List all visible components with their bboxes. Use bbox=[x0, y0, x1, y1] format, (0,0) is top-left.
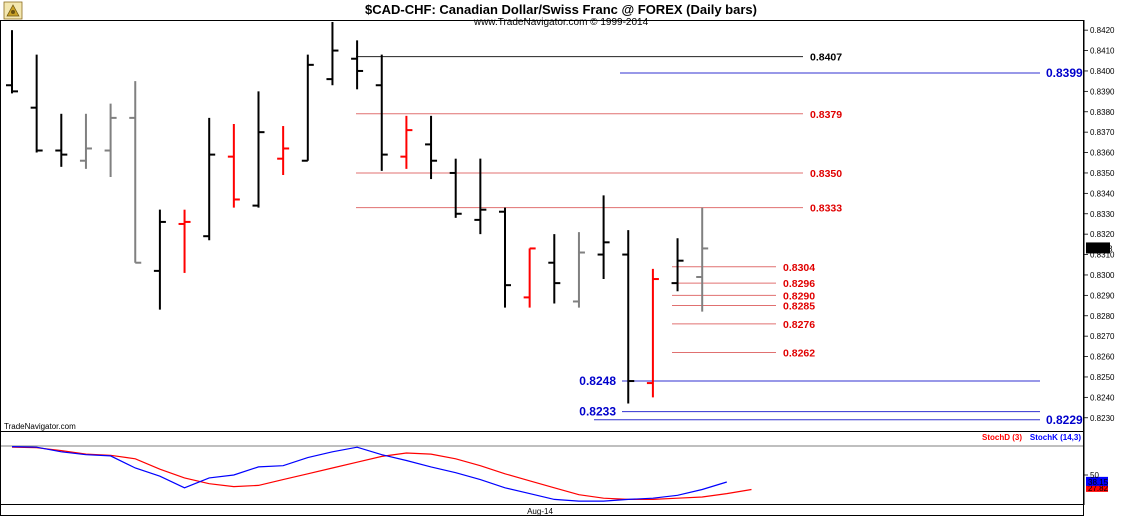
y-tick-label: 0.8380 bbox=[1090, 108, 1115, 117]
level-label: 0.8304 bbox=[783, 262, 815, 274]
ohlc-bar bbox=[696, 207, 709, 312]
level-label: 0.8350 bbox=[810, 168, 842, 180]
stoch-series-line bbox=[11, 446, 727, 502]
ohlc-bar bbox=[301, 54, 314, 162]
price-axis bbox=[1084, 20, 1121, 516]
y-tick-label: 0.8350 bbox=[1090, 169, 1115, 178]
y-tick-label: 0.8420 bbox=[1090, 26, 1115, 35]
chart-subtitle: www.TradeNavigator.com © 1999-2014 bbox=[473, 17, 649, 28]
ohlc-bar bbox=[79, 113, 92, 169]
ohlc-bar bbox=[499, 207, 511, 308]
level-label: 0.8296 bbox=[783, 278, 815, 290]
price-panel bbox=[0, 20, 1084, 432]
ohlc-bar bbox=[326, 22, 339, 86]
last-price-box bbox=[1086, 242, 1110, 254]
trade-navigator-logo-icon bbox=[3, 1, 23, 20]
stoch-tick-label: 50 bbox=[1090, 471, 1099, 480]
level-label: 0.8276 bbox=[783, 319, 815, 331]
ohlc-bar bbox=[153, 209, 166, 310]
level-label: 0.8333 bbox=[810, 203, 842, 215]
level-label: 0.8285 bbox=[783, 301, 815, 313]
y-tick-label: 0.8390 bbox=[1090, 87, 1115, 96]
level-label: 0.8248 bbox=[579, 374, 616, 388]
ohlc-bar bbox=[129, 81, 142, 264]
level-label: 0.8407 bbox=[810, 52, 842, 64]
last-price-label: 0.8313 bbox=[1088, 244, 1113, 253]
y-tick-label: 0.8330 bbox=[1090, 210, 1115, 219]
ohlc-bar bbox=[252, 91, 265, 208]
y-tick-label: 0.8410 bbox=[1090, 47, 1115, 56]
y-tick-label: 0.8340 bbox=[1090, 189, 1115, 198]
stoch-last-box bbox=[1086, 482, 1108, 492]
ohlc-bars bbox=[6, 22, 709, 404]
ohlc-bar bbox=[572, 232, 585, 308]
y-tick-label: 0.8240 bbox=[1090, 393, 1115, 402]
stoch-legend-label: StochK (14,3) bbox=[1030, 433, 1081, 442]
stoch-legend-label: StochD (3) bbox=[982, 433, 1022, 442]
stoch-last-box bbox=[1086, 476, 1108, 486]
ohlc-bar bbox=[425, 115, 438, 180]
y-tick-label: 0.8230 bbox=[1090, 414, 1115, 423]
y-tick-label: 0.8250 bbox=[1090, 373, 1115, 382]
ohlc-bar bbox=[30, 54, 43, 153]
ohlc-bar bbox=[178, 209, 191, 273]
ohlc-bar bbox=[646, 268, 659, 398]
level-label: 0.8290 bbox=[783, 290, 815, 302]
stoch-last-label: 38.15 bbox=[1088, 478, 1109, 487]
ohlc-bar bbox=[474, 158, 487, 235]
y-tick-label: 0.8400 bbox=[1090, 67, 1115, 76]
y-tick-label: 0.8320 bbox=[1090, 230, 1115, 239]
y-tick-label: 0.8360 bbox=[1090, 149, 1115, 158]
ohlc-bar bbox=[597, 195, 610, 280]
y-tick-label: 0.8300 bbox=[1090, 271, 1115, 280]
ohlc-bar bbox=[622, 230, 635, 404]
y-tick-label: 0.8260 bbox=[1090, 353, 1115, 362]
ohlc-bar bbox=[400, 115, 413, 169]
y-tick-label: 0.8370 bbox=[1090, 128, 1115, 137]
ohlc-bar bbox=[671, 238, 684, 292]
y-tick-label: 0.8310 bbox=[1090, 251, 1115, 260]
level-label: 0.8233 bbox=[579, 405, 616, 419]
y-tick-label: 0.8290 bbox=[1090, 291, 1115, 300]
level-label: 0.8379 bbox=[810, 109, 842, 121]
x-tick-label: Aug-14 bbox=[527, 507, 553, 516]
stochastic-legend: StochD (3) StochK (14,3) bbox=[982, 433, 1081, 442]
level-label: 0.8262 bbox=[783, 347, 815, 359]
ohlc-bar bbox=[55, 113, 68, 167]
y-axis-ticks: 0.8420 0.8410 0.8400 0.8390 0.8380 0.8370 0.83… bbox=[1084, 26, 1115, 423]
stoch-last-label: 27.82 bbox=[1088, 484, 1109, 493]
ohlc-bar bbox=[523, 247, 536, 308]
level-label: 0.8399 bbox=[1046, 66, 1083, 80]
y-tick-label: 0.8280 bbox=[1090, 312, 1115, 321]
chart-title: $CAD-CHF: Canadian Dollar/Swiss Franc @ … bbox=[365, 2, 757, 17]
stochastic-panel bbox=[0, 431, 1084, 505]
watermark: TradeNavigator.com bbox=[4, 422, 76, 431]
ohlc-bar bbox=[227, 124, 240, 208]
ohlc-bar bbox=[6, 30, 18, 94]
ohlc-bar bbox=[203, 117, 216, 241]
level-label: 0.8229 bbox=[1046, 413, 1083, 427]
ohlc-bar bbox=[375, 54, 388, 171]
y-tick-label: 0.8270 bbox=[1090, 332, 1115, 341]
ohlc-bar bbox=[449, 158, 462, 218]
ohlc-bar bbox=[104, 103, 117, 178]
last-price-marker: 0.8313 bbox=[1086, 242, 1113, 254]
level-lines: 0.8407 0.8399 0.8379 0.8350 0.8333 0.8304 0.82… bbox=[356, 52, 1083, 427]
ohlc-bar bbox=[277, 126, 290, 175]
ohlc-bar bbox=[351, 40, 364, 90]
ohlc-bar bbox=[548, 234, 561, 304]
